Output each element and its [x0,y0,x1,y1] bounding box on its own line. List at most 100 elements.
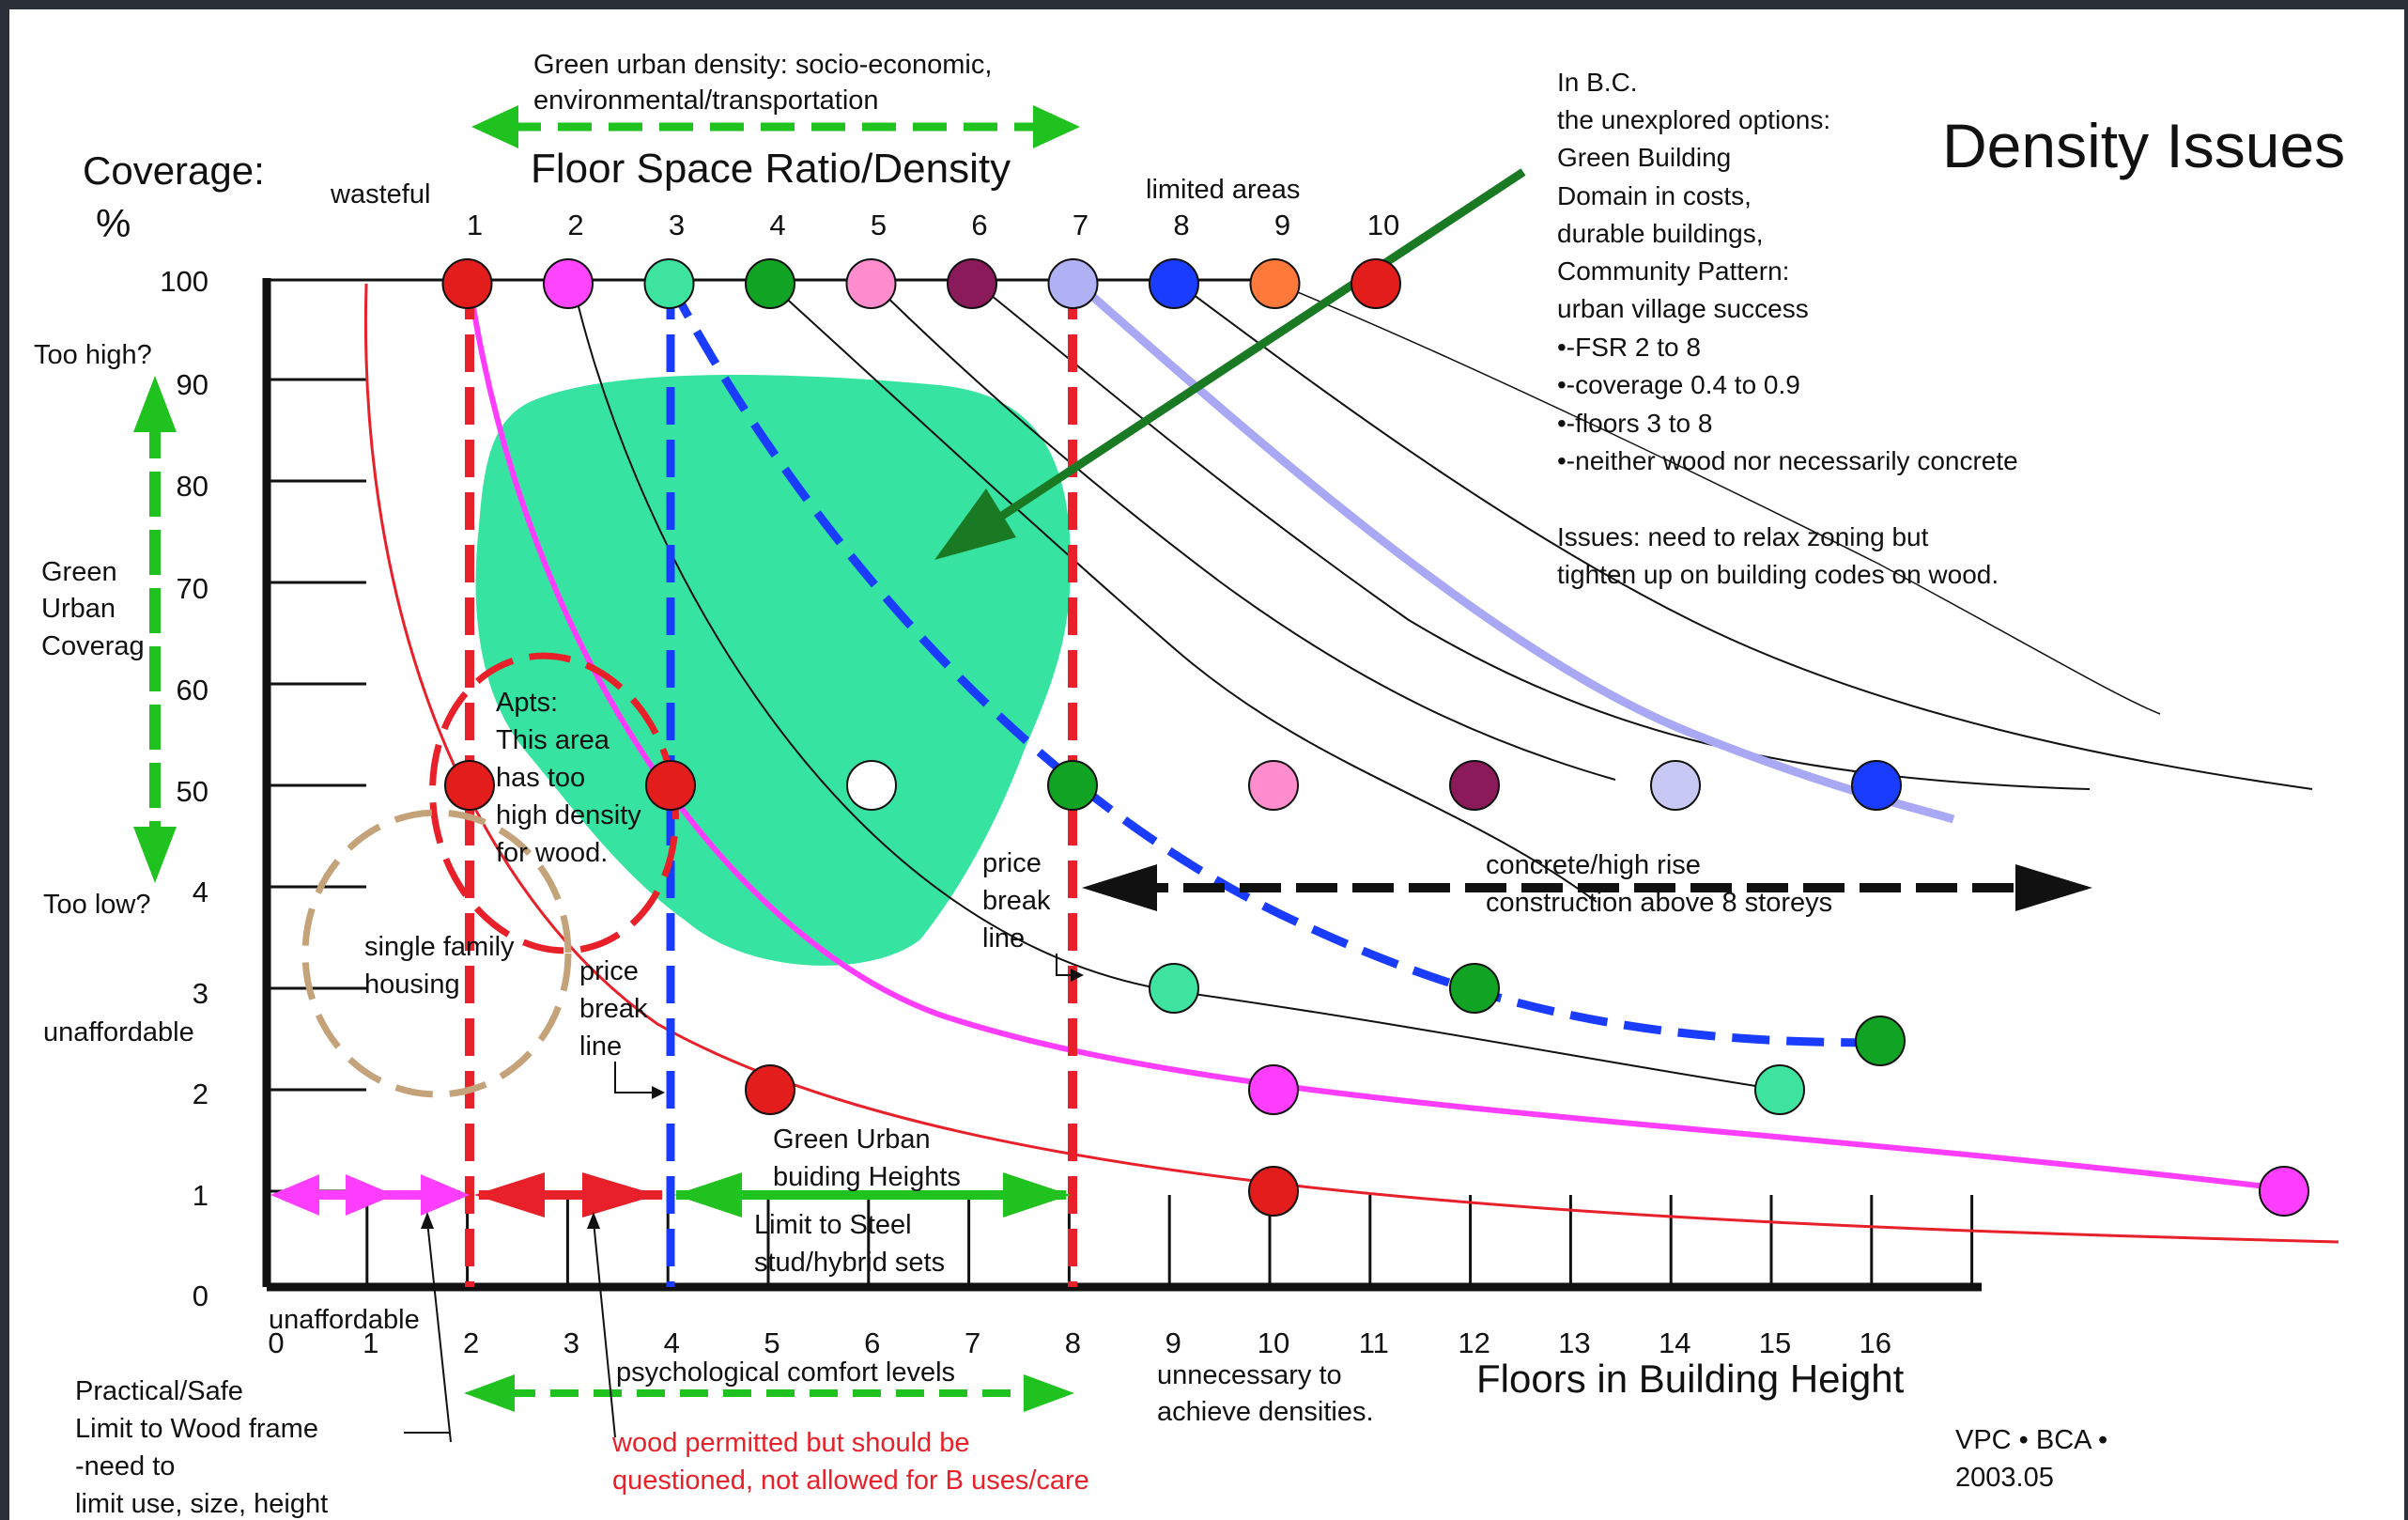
page-title: Density Issues [1942,111,2345,180]
steel-up-pointer [593,1220,616,1438]
coverage-tick-labels: 100 90 80 70 60 50 4 3 2 1 0 [160,265,208,1312]
dot-fsr-1-at-2-floors [444,760,495,811]
floor-tick-label: 2 [463,1326,479,1359]
coverage-tick-label: 70 [177,572,208,605]
issues-line-2: tighten up on building codes on wood. [1557,560,1999,589]
coverage-tick-label: 4 [193,876,208,908]
bc-note-line: urban village success [1557,294,1809,323]
label-too-low: Too low? [43,890,150,920]
single-family-line-2: housing [364,969,460,1000]
label-psych-comfort: psychological comfort levels [616,1357,955,1388]
density-curve [467,283,2283,1191]
coverage-tick-label: 100 [160,265,208,298]
coverage-tick-label: 2 [193,1078,208,1110]
magenta-arrow-left-head [270,1174,319,1216]
red-arrow-mid-head [582,1172,657,1218]
single-family-line-1: single family [364,932,515,962]
dot-fsr-3-at-6-floors [846,760,897,811]
apts-note-line: for wood. [496,838,608,868]
fsr-axis-title: Floor Space Ratio/Density [531,146,1011,192]
apts-note: Apts: This area has too high density for… [496,688,641,868]
label-unnecessary-2: achieve densities. [1157,1397,1374,1427]
bc-note-line: the unexplored options: [1557,105,1830,134]
fsr-tick-label: 4 [769,209,785,241]
bc-note-line: •-FSR 2 to 8 [1557,333,1701,362]
floor-tick-label: 11 [1359,1326,1389,1359]
top-arrow-label-line-1: Green urban density: socio-economic, [533,50,992,80]
wood-frame-line-3: -need to [75,1451,175,1481]
coverage-tick-label: 50 [177,775,208,808]
apts-note-line: has too [496,763,585,793]
dot-fsr-8-at-16-floors [1851,760,1902,811]
label-green-coverage-3: Coverag [41,631,145,661]
fsr-tick-label: 1 [467,209,483,241]
bc-note-line: Community Pattern: [1557,256,1789,286]
floor-tick-label: 15 [1759,1326,1791,1359]
coverage-tick-label: 60 [177,674,208,706]
label-unaffordable-side: unaffordable [43,1017,194,1047]
bc-note-line: durable buildings, [1557,219,1764,248]
apts-note-line: Apts: [496,688,558,718]
coverage-tick-label: 1 [193,1179,208,1212]
concrete-arrow-left-head [1082,864,1157,911]
fsr-dot-5 [845,258,897,309]
floor-tick-label: 0 [268,1326,284,1359]
floor-tick-label: 16 [1860,1326,1891,1359]
wood-permitted-line-2: questioned, not allowed for B uses/care [612,1466,1089,1496]
concrete-line-2: construction above 8 storeys [1486,888,1832,918]
density-curve [872,283,1616,781]
floor-tick-label: 7 [965,1326,980,1359]
coverage-tick-label: 3 [193,977,208,1010]
density-curve [1276,283,2161,715]
bc-note-line: Green Building [1557,143,1731,172]
price-break-2-line-2: break [982,886,1051,916]
floor-tick-label: 14 [1659,1326,1690,1359]
coverage-tick-label: 80 [177,470,208,503]
apts-note-line: high density [496,800,641,830]
density-curve [769,283,1598,903]
floor-tick-label: 1 [363,1326,378,1359]
dot-fsr-5-at-10-floors [1248,760,1299,811]
bc-note-line: •-floors 3 to 8 [1557,409,1712,438]
coverage-axis-title: Coverage: [83,148,265,193]
fsr-dot-2 [543,258,594,309]
fsr-dot-3 [643,258,695,309]
price-break-2-line-1: price [982,848,1042,878]
coverage-tick-label: 0 [193,1280,208,1312]
wood-frame-up-pointer [426,1220,452,1443]
fsr-tick-label: 2 [567,209,583,241]
fsr-dot-10 [1351,258,1401,309]
floor-tick-label: 3 [563,1326,579,1359]
floor-tick-labels: 0 1 2 3 4 5 6 7 8 9 10 11 12 13 14 15 16 [268,1326,1891,1359]
dot-fsr-1-at-10-floors [1248,1166,1299,1217]
fsr-tick-labels: 1 2 3 4 5 6 7 8 9 10 [467,209,1399,241]
fsr-tick-label: 10 [1367,209,1399,241]
magenta-arrow-mid-head [346,1174,394,1216]
green-heights-line-2: buiding Heights [773,1162,961,1192]
label-unaffordable-bottom: unaffordable [269,1305,420,1335]
red-arrow-left-head [474,1172,545,1218]
floor-tick-label: 6 [864,1326,880,1359]
green-heights-line-1: Green Urban [773,1124,931,1155]
bc-note-line: •-coverage 0.4 to 0.9 [1557,370,1800,399]
density-curve [572,283,1781,1091]
fsr-tick-label: 5 [871,209,887,241]
floor-tick-label: 5 [764,1326,780,1359]
label-green-coverage-1: Green [41,557,117,587]
fsr-tick-label: 7 [1073,209,1088,241]
bc-note-pointer-arrowhead [934,489,1016,560]
psych-arrow-right-head [1024,1374,1074,1412]
credit-line-2: 2003.05 [1955,1463,2054,1493]
price-break-1-line-2: break [579,994,648,1024]
density-dots [441,258,2309,1217]
top-arrow-label-line-2: environmental/transportation [533,85,879,116]
price-break-1-pointer-head [652,1086,665,1099]
floor-tick-label: 8 [1065,1326,1081,1359]
green-heights-arrow-right-head [1003,1172,1071,1218]
label-green-coverage-2: Urban [41,594,116,624]
wood-frame-line-1: Practical/Safe [75,1376,243,1406]
price-break-2-pointer-head [1071,969,1084,982]
dot-fsr-6-at-12-floors [1449,760,1500,811]
